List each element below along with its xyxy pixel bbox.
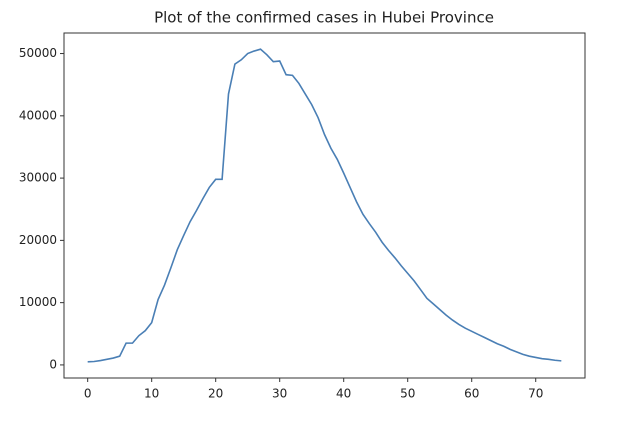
y-tick-label: 40000 <box>19 108 57 122</box>
y-tick-label: 20000 <box>19 233 57 247</box>
axes-frame <box>63 32 586 379</box>
line <box>87 48 562 363</box>
y-tick-label: 30000 <box>19 171 57 185</box>
x-tick-label: 0 <box>84 387 92 401</box>
x-tick-label: 70 <box>528 387 543 401</box>
x-tick-label: 50 <box>400 387 415 401</box>
x-tick-label: 60 <box>464 387 479 401</box>
y-tick-label: 50000 <box>19 46 57 60</box>
chart-title: Plot of the confirmed cases in Hubei Pro… <box>154 9 494 27</box>
x-tick-label: 40 <box>336 387 351 401</box>
y-tick-label: 0 <box>49 357 57 371</box>
y-tick-label: 10000 <box>19 295 57 309</box>
x-tick-label: 20 <box>208 387 223 401</box>
x-tick-label: 30 <box>272 387 287 401</box>
x-tick-label: 10 <box>144 387 159 401</box>
